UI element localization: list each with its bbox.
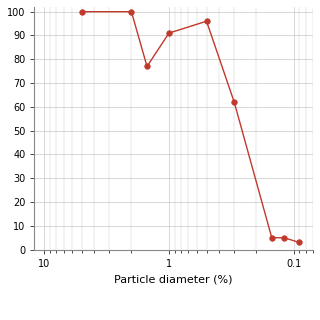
Sand (Hydrometer) [167,31,171,35]
X-axis label: Particle diameter (%): Particle diameter (%) [115,274,233,284]
Sand (Hydrometer) [145,65,149,68]
Line: Sand (Hydrometer): Sand (Hydrometer) [79,9,302,245]
Sand (Hydrometer) [232,100,236,104]
Sand (Hydrometer) [270,236,274,240]
Sand (Hydrometer) [298,241,301,244]
Sand (Hydrometer) [204,19,208,23]
Sand (Hydrometer) [80,10,84,14]
Legend: Sand (Hydrometer): Sand (Hydrometer) [99,316,249,320]
Sand (Hydrometer) [282,236,286,240]
Sand (Hydrometer) [130,10,133,14]
